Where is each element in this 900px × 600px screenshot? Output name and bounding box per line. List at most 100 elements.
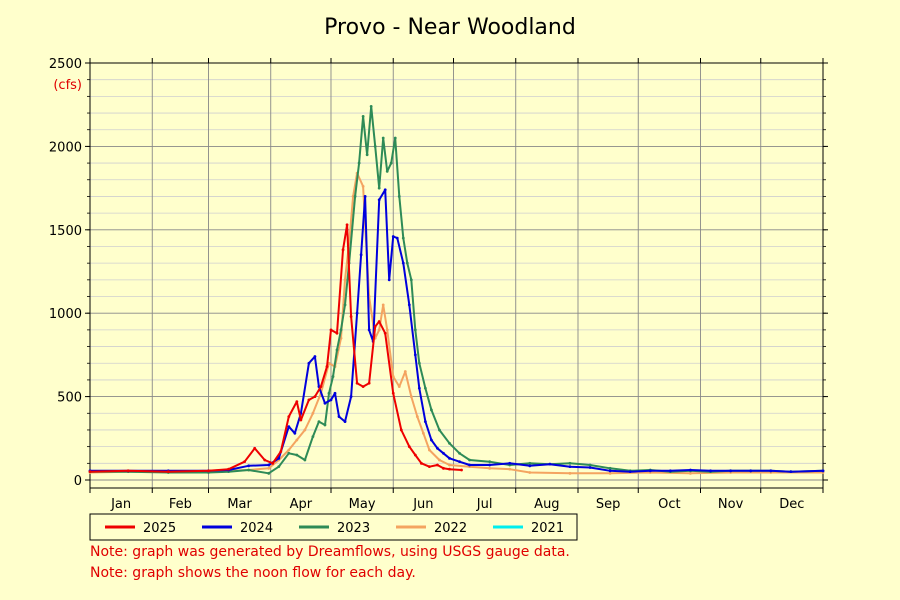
data-point-2024: [401, 261, 405, 265]
data-point-2022: [385, 328, 389, 332]
data-point-2024: [383, 188, 387, 192]
data-point-2022: [267, 466, 271, 470]
y-tick-label: 0: [74, 474, 82, 489]
legend-label-2025: 2025: [143, 521, 176, 536]
data-point-2022: [448, 463, 451, 467]
data-point-2022: [351, 195, 355, 198]
data-point-2025: [373, 325, 377, 328]
data-point-2025: [407, 445, 411, 449]
data-point-2025: [345, 223, 349, 227]
note-noon-flow: Note: graph shows the noon flow for each…: [90, 565, 416, 581]
data-point-2025: [271, 461, 275, 465]
data-point-2024: [548, 462, 552, 466]
data-point-2023: [339, 328, 343, 332]
x-tick-label-sep: Sep: [596, 497, 621, 512]
data-point-2024: [407, 303, 411, 307]
data-point-2023: [397, 195, 401, 198]
y-tick-label: 2000: [49, 140, 82, 155]
data-point-2023: [323, 423, 327, 427]
plot-area: [90, 63, 823, 488]
data-point-2025: [448, 467, 451, 471]
data-point-2023: [393, 136, 397, 140]
data-point-2025: [313, 395, 317, 398]
data-point-2024: [488, 463, 492, 467]
data-point-2024: [423, 420, 427, 424]
data-point-2024: [442, 451, 445, 455]
data-point-2025: [325, 365, 329, 368]
data-point-2022: [287, 448, 291, 452]
data-point-2023: [413, 328, 417, 332]
data-point-2023: [317, 420, 321, 424]
data-point-2023: [458, 451, 461, 455]
data-point-2024: [448, 456, 451, 460]
data-point-2025: [295, 400, 299, 404]
legend-label-2023: 2023: [337, 521, 370, 536]
data-point-2022: [488, 466, 492, 470]
data-point-2024: [709, 469, 712, 473]
x-tick-label-apr: Apr: [290, 497, 313, 512]
plot-frame: [89, 62, 824, 489]
data-point-2023: [381, 136, 385, 140]
x-tick-label-may: May: [349, 497, 376, 512]
data-point-2023: [287, 451, 291, 455]
data-point-2024: [648, 469, 652, 473]
data-point-2024: [363, 195, 367, 198]
data-point-2022: [403, 370, 407, 373]
data-point-2023: [429, 408, 433, 412]
data-point-2023: [568, 461, 572, 465]
data-point-2024: [395, 236, 399, 240]
data-point-2024: [628, 470, 632, 474]
data-point-2022: [415, 415, 419, 419]
data-point-2022: [295, 438, 299, 442]
data-point-2025: [88, 470, 92, 474]
data-point-2023: [295, 453, 299, 457]
data-point-2024: [608, 469, 612, 473]
data-point-2023: [409, 278, 413, 282]
data-point-2024: [355, 311, 359, 315]
data-point-2024: [468, 463, 471, 467]
data-point-2023: [438, 428, 441, 432]
data-point-2024: [417, 386, 421, 390]
data-point-2025: [126, 469, 130, 473]
data-point-2025: [427, 465, 431, 469]
data-point-2024: [323, 401, 327, 405]
data-point-2024: [313, 355, 317, 358]
data-point-2024: [337, 415, 341, 419]
data-point-2023: [331, 375, 335, 378]
data-point-2023: [448, 441, 451, 445]
x-tick-label-oct: Oct: [658, 497, 680, 512]
legend-label-2021: 2021: [531, 521, 564, 536]
x-tick-label-mar: Mar: [227, 497, 252, 512]
data-point-2022: [391, 375, 395, 378]
x-tick-label-nov: Nov: [718, 497, 744, 512]
data-point-2022: [381, 303, 385, 307]
data-point-2024: [277, 456, 281, 460]
data-point-2022: [361, 185, 365, 188]
y-unit-label: (cfs): [53, 78, 82, 93]
x-tick-label-jun: Jun: [412, 497, 433, 512]
data-point-2023: [335, 348, 339, 352]
y-tick-label: 1000: [49, 307, 82, 322]
data-point-2022: [409, 395, 413, 398]
data-point-2024: [307, 361, 311, 365]
data-point-2024: [668, 469, 672, 473]
data-point-2023: [488, 460, 492, 464]
data-point-2025: [442, 466, 445, 470]
data-point-2024: [749, 469, 753, 473]
data-point-2023: [365, 153, 369, 157]
data-point-2022: [438, 458, 441, 462]
data-point-2023: [377, 186, 381, 190]
data-point-2025: [227, 467, 230, 471]
data-point-2025: [377, 320, 381, 323]
data-point-2025: [253, 446, 257, 450]
data-point-2024: [247, 464, 251, 468]
data-point-2024: [367, 328, 371, 332]
legend-label-2022: 2022: [434, 521, 467, 536]
y-tick-label: 2500: [49, 57, 82, 72]
data-point-2024: [508, 461, 512, 465]
data-point-2025: [419, 461, 423, 465]
data-point-2025: [399, 428, 403, 432]
data-point-2022: [343, 278, 347, 282]
data-point-2025: [413, 453, 417, 457]
data-point-2024: [769, 469, 773, 473]
